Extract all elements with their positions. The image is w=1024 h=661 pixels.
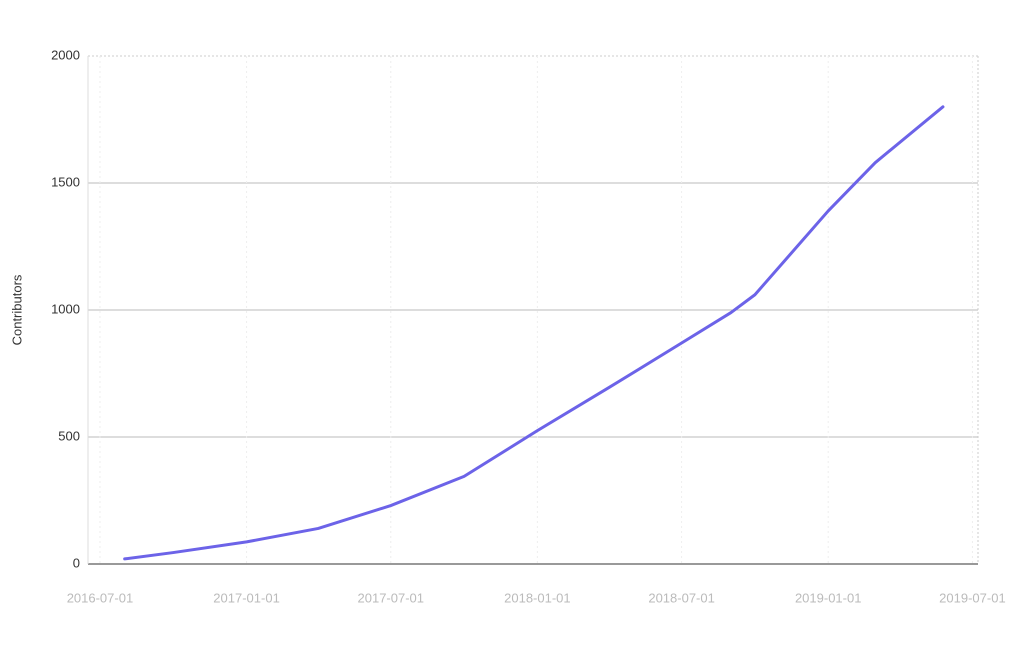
y-tick-label: 1000 (51, 301, 80, 316)
x-tick-label: 2016-07-01 (67, 590, 134, 605)
y-axis-label: Contributors (9, 274, 24, 345)
x-tick-label: 2019-01-01 (795, 590, 862, 605)
x-tick-label: 2019-07-01 (939, 590, 1006, 605)
x-tick-label: 2017-01-01 (213, 590, 280, 605)
x-tick-label: 2018-01-01 (504, 590, 571, 605)
line (123, 105, 945, 561)
y-tick-label: 0 (73, 555, 80, 570)
y-tick-label: 2000 (51, 47, 80, 62)
x-tick-label: 2017-07-01 (358, 590, 425, 605)
y-tick-label: 500 (58, 428, 80, 443)
y-tick-label: 1500 (51, 174, 80, 189)
x-tick-label: 2018-07-01 (648, 590, 715, 605)
